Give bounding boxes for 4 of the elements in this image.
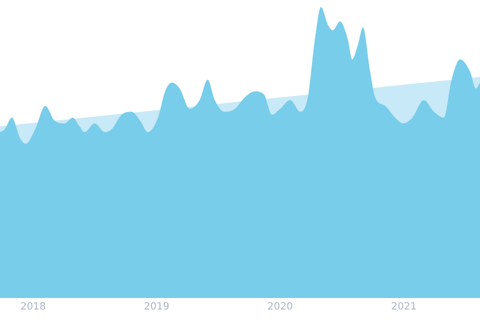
x-tick-label: 2019 bbox=[144, 302, 170, 313]
x-tick-label: 2021 bbox=[391, 302, 417, 313]
x-tick-label: 2018 bbox=[20, 302, 46, 313]
x-tick-label: 2020 bbox=[267, 302, 293, 313]
